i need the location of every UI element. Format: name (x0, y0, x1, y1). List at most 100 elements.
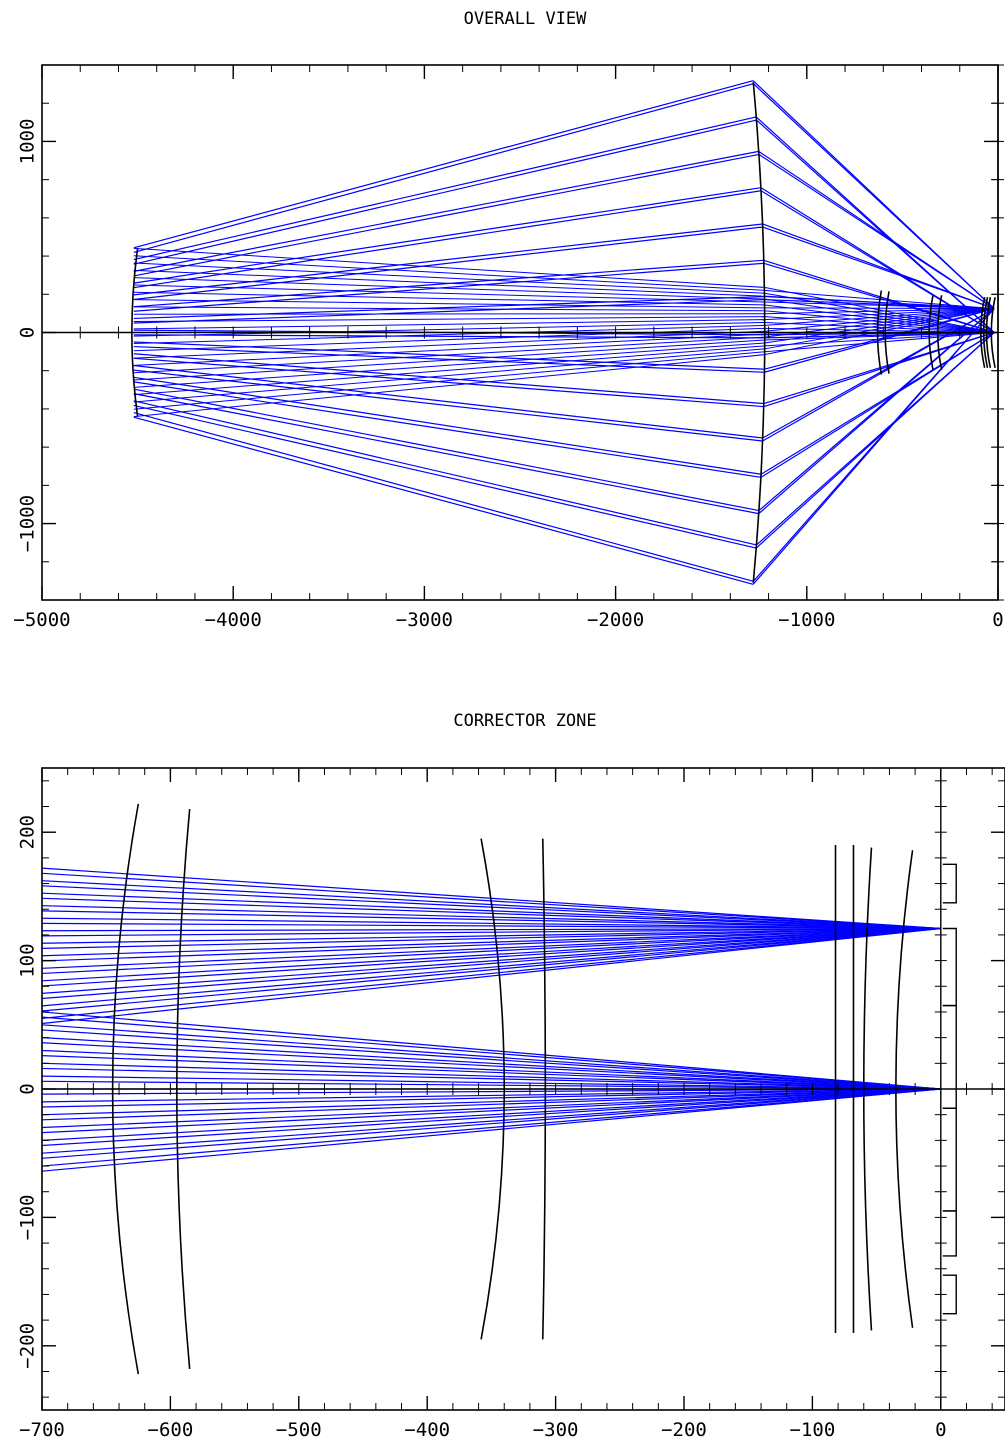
ray-segment (133, 327, 765, 352)
ray-segment (133, 299, 765, 309)
ray-segment (41, 1075, 941, 1090)
ray-segment (133, 324, 765, 344)
ray-segment (41, 910, 941, 930)
ray-segment (41, 927, 941, 982)
ray-segment (133, 369, 763, 442)
ray-segment (764, 304, 995, 333)
ray-segment (764, 321, 995, 333)
ray-segment (133, 316, 765, 323)
ray-segment (133, 247, 765, 288)
ray-segment (133, 412, 754, 582)
ray-segment (41, 927, 941, 1019)
ray-segment (41, 1088, 941, 1172)
corrector-x-tick-label: −100 (790, 1419, 836, 1441)
ray-segment (41, 927, 941, 932)
ray-segment (41, 927, 941, 1000)
ray-segment (758, 308, 995, 515)
ray-segment (764, 308, 995, 373)
ray-segment (133, 351, 765, 410)
ray-segment (133, 393, 759, 515)
ray-segment (41, 1088, 941, 1141)
corrector-y-tick-label: −100 (17, 1195, 39, 1241)
ray-segment (752, 83, 995, 310)
overall-y-tick-label: −1000 (17, 495, 39, 552)
ray-segment (133, 187, 761, 284)
ray-segment (41, 892, 941, 930)
ray-segment (41, 927, 941, 987)
ray-segment (764, 332, 995, 347)
ray-segment (133, 345, 765, 373)
ray-segment (133, 381, 761, 478)
ray-segment (41, 927, 941, 937)
ray-segment (41, 1016, 941, 1090)
ray-segment (133, 330, 765, 359)
ray-segment (133, 284, 765, 303)
ray-segment (764, 332, 995, 353)
ray-segment (133, 116, 757, 261)
ray-segment (133, 153, 760, 277)
ray-segment (41, 927, 941, 962)
ray-segment (41, 927, 941, 1007)
detector-segment (942, 1107, 957, 1212)
ray-segment (41, 1080, 941, 1090)
detector-segment (942, 1210, 957, 1257)
ray-segment (764, 316, 995, 333)
ray-segment (764, 310, 995, 333)
overall-y-tick-label: 1000 (17, 119, 39, 165)
ray-segment (41, 1024, 941, 1090)
corrector-axes: −700 −600 −500 −400 −300 −200 −100 0 −200 −100 0 10… (17, 767, 1005, 1441)
ray-segment (763, 331, 995, 408)
overall-view-title: OVERALL VIEW (464, 9, 588, 29)
ray-segment (133, 333, 765, 366)
ray-segment (41, 927, 941, 944)
overall-view-panel: OVERALL VIEW −5000 −4000 −3000 −2000 −1000 0−… (13, 9, 1004, 631)
ray-segment (133, 299, 765, 324)
ray-segment (41, 927, 941, 969)
ray-segment (133, 269, 765, 297)
corrector-y-tick-label: −200 (17, 1323, 39, 1369)
ray-segment (41, 1088, 941, 1129)
ray-segment (41, 1062, 941, 1090)
ray-segment (133, 319, 765, 330)
ray-segment (41, 1055, 941, 1090)
ray-segment (764, 308, 995, 356)
ray-segment (41, 897, 941, 930)
corrector-y-tick-label: 100 (17, 943, 39, 977)
detector-segment (942, 927, 957, 1007)
ray-segment (764, 308, 995, 321)
ray-segment (764, 308, 995, 326)
ray-segment (133, 348, 765, 403)
ray-segment (133, 80, 754, 249)
ray-segment (41, 927, 941, 1025)
ray-segment (41, 927, 941, 975)
ray-segment (133, 262, 765, 294)
ray-segment (133, 376, 762, 475)
ray-segment (41, 1088, 941, 1121)
ray-segment (752, 308, 995, 585)
ray-segment (41, 1088, 941, 1167)
ray-segment (41, 1088, 941, 1134)
corrector-y-tick-label: 200 (17, 815, 39, 849)
ray-segment (133, 262, 764, 312)
corrector-x-tick-label: −500 (276, 1419, 322, 1441)
overall-ray-bundle (133, 80, 995, 585)
ray-segment (133, 353, 764, 405)
ray-segment (41, 1088, 941, 1159)
detector-segment (942, 1274, 957, 1315)
overall-x-tick-label: −2000 (587, 609, 644, 631)
ray-segment (764, 298, 995, 333)
overall-x-tick-label: −1000 (778, 609, 835, 631)
ray-segment (133, 255, 765, 291)
ray-segment (755, 332, 995, 549)
ray-segment (764, 308, 995, 315)
ray-segment (133, 416, 754, 585)
ray-segment (763, 262, 995, 334)
ray-segment (758, 153, 995, 310)
ray-segment (41, 1067, 941, 1090)
ray-segment (133, 223, 763, 296)
overall-x-tick-label: 0 (992, 609, 1003, 631)
ray-segment (133, 354, 765, 418)
corrector-zone-title: CORRECTOR ZONE (453, 711, 596, 731)
ray-segment (133, 345, 765, 396)
